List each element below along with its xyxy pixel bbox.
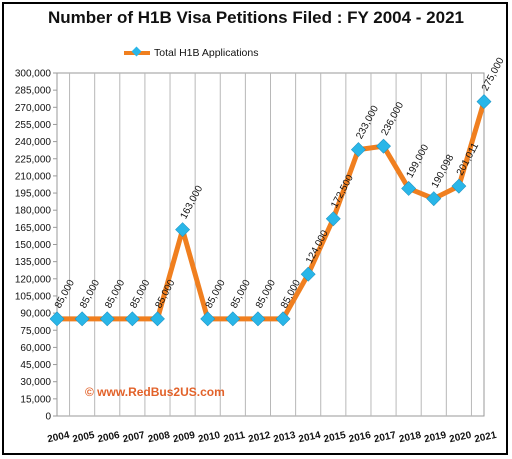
legend-label: Total H1B Applications [154,47,259,59]
y-tick-label: 285,000 [15,86,52,97]
y-tick-label: 45,000 [20,360,51,371]
y-tick-label: 225,000 [15,154,52,165]
data-point [225,311,241,327]
data-point [451,178,467,194]
data-point [200,311,216,327]
data-point [275,311,291,327]
x-tick-label: 2018 [398,430,422,445]
x-tick-label: 2007 [122,430,146,445]
y-tick-label: 180,000 [15,206,52,217]
data-point [426,191,442,207]
y-tick-label: 90,000 [20,309,51,320]
x-tick-label: 2016 [348,430,372,445]
data-point [300,266,316,282]
x-tick-label: 2017 [373,430,397,445]
x-tick-label: 2008 [147,430,171,445]
data-point [150,311,165,327]
y-tick-label: 150,000 [15,240,52,251]
data-point [74,311,90,327]
x-tick-label: 2019 [423,430,447,445]
data-point [476,94,492,110]
y-tick-label: 60,000 [20,343,51,354]
data-point [250,311,266,327]
x-tick-label: 2015 [323,430,347,445]
y-tick-label: 195,000 [15,189,52,200]
x-tick-label: 2021 [473,430,497,445]
chart-legend: Total H1B Applications [124,46,258,60]
y-tick-label: 255,000 [15,120,52,131]
y-tick-label: 135,000 [15,257,52,268]
y-tick-label: 15,000 [20,394,51,405]
data-point [350,142,366,158]
data-point [124,311,140,327]
y-tick-label: 30,000 [20,377,51,388]
x-tick-label: 2006 [97,430,121,445]
data-point [175,222,191,238]
chart-title: Number of H1B Visa Petitions Filed : FY … [47,8,464,27]
x-tick-label: 2012 [247,430,271,445]
data-point [325,211,341,227]
y-tick-label: 75,000 [20,326,51,337]
legend-swatch [124,51,150,55]
y-tick-label: 210,000 [15,171,52,182]
x-tick-label: 2009 [172,430,196,445]
y-tick-label: 0 [45,412,51,423]
y-tick-label: 105,000 [15,291,52,302]
y-tick-label: 120,000 [15,274,52,285]
x-tick-label: 2020 [448,430,472,445]
x-tick-label: 2014 [298,430,322,445]
data-point [376,138,391,154]
x-tick-label: 2010 [197,430,221,445]
y-tick-label: 165,000 [15,223,52,234]
x-tick-label: 2011 [223,430,247,445]
watermark-text: © www.RedBus2US.com [85,385,225,399]
y-tick-label: 240,000 [15,137,52,148]
y-tick-label: 300,000 [15,69,52,80]
data-point [99,311,115,327]
data-point [49,311,65,327]
x-tick-label: 2013 [273,430,297,445]
x-tick-label: 2005 [72,430,96,445]
x-tick-label: 2004 [46,430,70,445]
y-tick-label: 270,000 [15,103,52,114]
data-point [401,181,417,196]
